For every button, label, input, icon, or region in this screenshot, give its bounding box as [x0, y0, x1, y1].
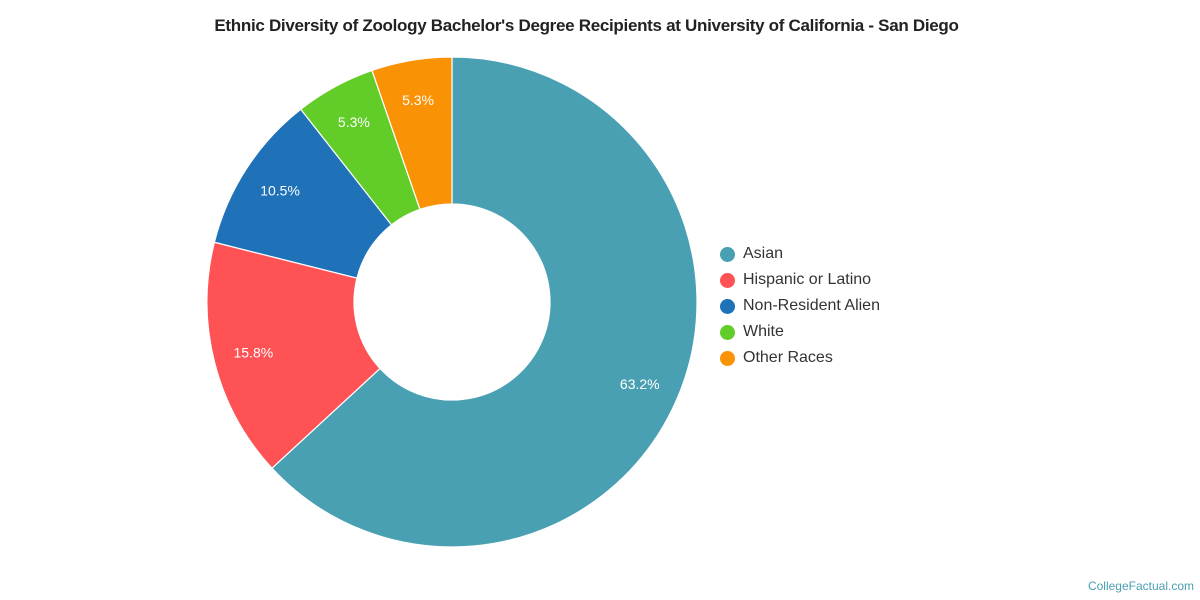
- legend-label: Asian: [743, 245, 784, 262]
- legend-item-hispanic[interactable]: Hispanic or Latino: [720, 267, 880, 293]
- legend-item-other-races[interactable]: Other Races: [720, 345, 880, 371]
- legend-dot-icon: [720, 298, 735, 314]
- source-credit-link[interactable]: CollegeFactual.com: [1087, 579, 1194, 593]
- slice-labels: 63.2% 15.8% 10.5% 5.3% 5.3%: [233, 92, 659, 392]
- legend-dot-icon: [720, 272, 735, 288]
- slice-non-resident-alien[interactable]: [213, 108, 393, 279]
- legend-item-asian[interactable]: Asian: [720, 241, 880, 267]
- legend-item-white[interactable]: White: [720, 319, 880, 345]
- legend-item-non-resident-alien[interactable]: Non-Resident Alien: [720, 293, 880, 319]
- legend-dot-icon: [720, 350, 735, 366]
- legend-label: Other Races: [743, 349, 833, 366]
- slice-asian[interactable]: [271, 56, 698, 548]
- legend-label: Non-Resident Alien: [743, 297, 880, 314]
- legend-dot-icon: [720, 324, 735, 340]
- slice-label: 63.2%: [620, 376, 660, 392]
- slice-label: 5.3%: [402, 92, 434, 108]
- legend-label: Hispanic or Latino: [743, 271, 872, 288]
- chart-title: Ethnic Diversity of Zoology Bachelor's D…: [214, 16, 959, 35]
- slice-other-races[interactable]: [371, 56, 453, 211]
- legend-label: White: [743, 323, 784, 340]
- slice-hispanic-or-latino[interactable]: [206, 241, 381, 470]
- donut-slices: [206, 56, 698, 548]
- legend-dot-icon: [720, 246, 735, 262]
- legend: Asian Hispanic or Latino Non-Resident Al…: [720, 241, 880, 371]
- slice-label: 15.8%: [233, 345, 273, 361]
- slice-label: 5.3%: [338, 114, 370, 130]
- slice-label: 10.5%: [260, 182, 300, 198]
